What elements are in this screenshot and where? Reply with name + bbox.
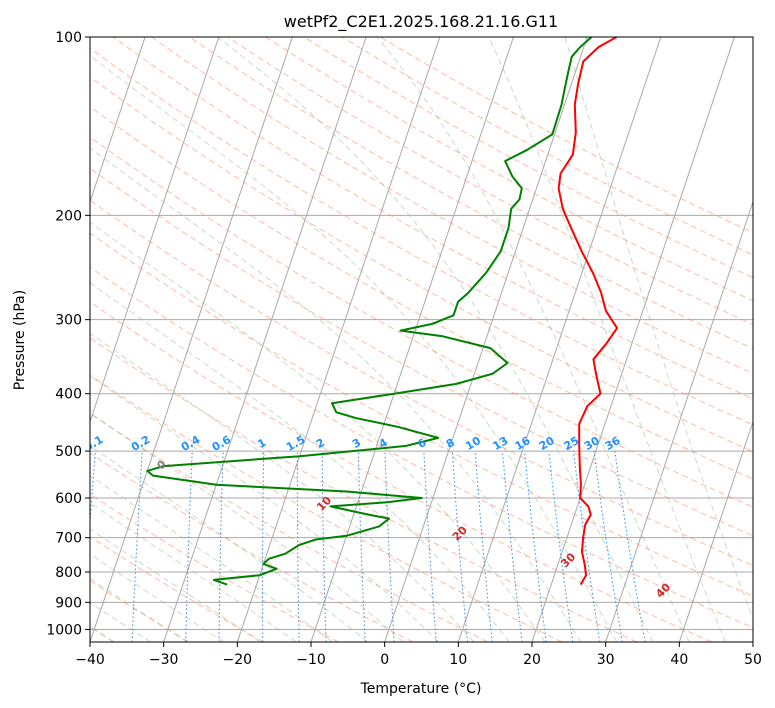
dry-adiabat-line [90, 136, 753, 508]
dry-adiabat-line [90, 167, 753, 537]
dry-adiabat-line [90, 266, 753, 629]
chart-title: wetPf2_C2E1.2025.168.21.16.G11 [284, 12, 558, 32]
moist-adiabat-line [564, 37, 753, 620]
dewpoint-profile-line [146, 37, 593, 586]
dry-adiabat-line [227, 37, 753, 326]
dry-adiabat-line [90, 232, 753, 597]
x-axis-title: Temperature (°C) [360, 681, 482, 697]
mixing-ratio-line [502, 451, 523, 642]
isotherm-line [90, 37, 293, 642]
y-tick-label: 600 [55, 491, 82, 507]
isotherm-line [236, 37, 441, 642]
moist-adiabat-line [217, 37, 654, 642]
mixing-ratio-line [451, 451, 468, 642]
x-tick-label: −40 [75, 652, 105, 668]
isotherm-line [457, 37, 662, 642]
isotherm-line [605, 200, 753, 642]
isotherm-gridlines [90, 37, 753, 642]
moist-adiabat-line [376, 37, 690, 642]
dry-adiabat-line [265, 37, 753, 302]
x-tick-label: 20 [523, 652, 541, 668]
y-tick-label: 300 [55, 313, 82, 329]
mixing-ratio-line [593, 451, 623, 642]
moist-adiabat-line [488, 37, 727, 642]
y-tick-label: 1000 [46, 622, 82, 638]
y-tick-label: 400 [55, 387, 82, 403]
dry-adiabat-line [90, 106, 753, 480]
y-tick-label: 900 [55, 595, 82, 611]
y-axis-title: Pressure (hPa) [12, 290, 28, 390]
moist-adiabat-line [90, 502, 297, 642]
moist-adiabat-line [90, 221, 546, 642]
dry-adiabat-line [380, 37, 753, 234]
dry-adiabat-line [90, 374, 563, 642]
x-tick-label: −10 [296, 652, 326, 668]
y-tick-label: 800 [55, 565, 82, 581]
dry-adiabat-line [341, 37, 753, 256]
isotherm-line [384, 37, 588, 642]
moist-adiabat-line [90, 474, 333, 642]
dry-adiabats [90, 37, 753, 642]
temperature-profile-line [557, 37, 619, 586]
profile-series [146, 37, 619, 586]
x-tick-label: 40 [670, 652, 688, 668]
mixing-ratio-line [524, 451, 547, 642]
dry-adiabat-line [90, 493, 339, 642]
y-tick-label: 200 [55, 208, 82, 224]
isotherm-line [90, 37, 220, 424]
plot-area: -100-90-80-70-60-50-40-30-20-100.10.20.4… [90, 37, 753, 642]
x-tick-label: 30 [597, 652, 615, 668]
moist-adiabat-line [90, 528, 261, 642]
dry-adiabat-line [90, 301, 712, 642]
mixing-ratio-lines [90, 451, 646, 642]
moist-adiabats [90, 37, 753, 642]
dry-adiabat-line [189, 37, 753, 350]
x-tick-label: −30 [149, 652, 179, 668]
dry-adiabat-line [90, 199, 753, 567]
x-tick-label: 10 [449, 652, 467, 668]
x-tick-label: 0 [380, 652, 389, 668]
moist-adiabat-line [90, 282, 510, 642]
isotherm-line [90, 37, 146, 204]
x-tick-label: −20 [223, 652, 253, 668]
mixing-ratio-line [548, 451, 574, 642]
isotherm-line [163, 37, 367, 642]
moist-adiabat-line [90, 412, 404, 642]
mixing-ratio-line [474, 451, 493, 642]
x-tick-label: 50 [744, 652, 762, 668]
dry-adiabat-line [303, 37, 753, 279]
isotherm-line [531, 37, 735, 642]
y-tick-label: 700 [55, 531, 82, 547]
x-axis-ticks: −40 −30 −20 −10 0 10 20 30 40 50 [75, 642, 762, 668]
plot-frame [89, 36, 754, 643]
y-tick-label: 500 [55, 444, 82, 460]
y-axis-ticks: 100 200 300 400 500 600 700 800 900 1000 [46, 30, 90, 638]
y-tick-label: 100 [55, 30, 82, 46]
dry-adiabat-line [90, 536, 264, 642]
isotherm-line [310, 37, 514, 642]
isotherm-line [678, 420, 753, 642]
mixing-ratio-line [573, 451, 601, 642]
